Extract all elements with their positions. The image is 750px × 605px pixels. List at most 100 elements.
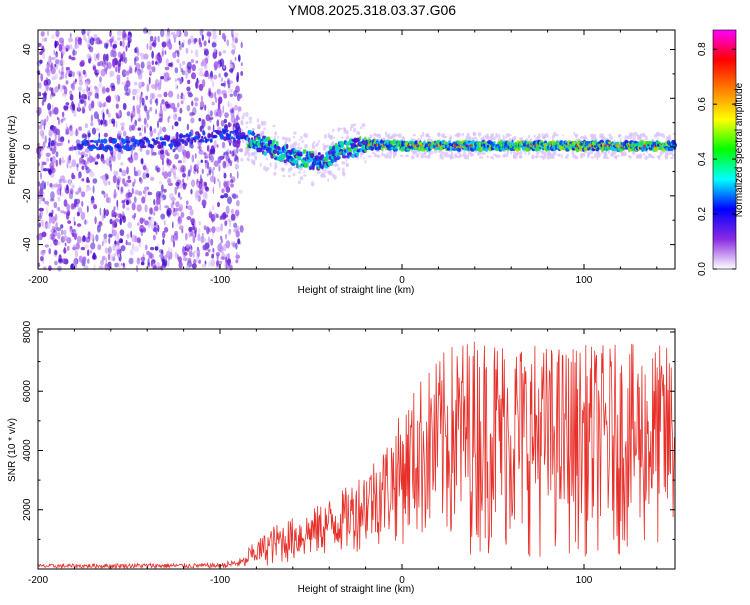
spectrogram-noise-blob xyxy=(149,92,154,100)
spectrogram-noise-blob xyxy=(44,200,49,205)
spectrogram-halo-blob xyxy=(549,156,553,159)
spectrogram-noise-blob xyxy=(230,176,236,183)
spectrogram-noise-blob xyxy=(117,152,122,161)
spectrogram-noise-blob xyxy=(236,75,239,83)
spectrogram-noise-blob xyxy=(204,191,208,200)
spectrogram-halo-blob xyxy=(410,150,415,153)
spectrogram-noise-blob xyxy=(204,104,207,111)
spectrogram-halo-blob xyxy=(297,171,302,174)
spectrogram-noise-blob xyxy=(111,209,116,218)
spectrogram-noise-blob xyxy=(190,117,195,124)
spectrogram-noise-blob xyxy=(113,194,117,199)
spectrogram-noise-blob xyxy=(133,166,136,173)
spectrogram-ytick-label: 20 xyxy=(22,92,33,104)
spectrogram-halo-blob xyxy=(634,131,638,137)
spectrogram-ridge-blob xyxy=(212,134,218,139)
spectrogram-noise-blob xyxy=(110,39,112,48)
spectrogram-halo-blob xyxy=(503,153,506,158)
spectrogram-noise-blob xyxy=(145,173,150,178)
spectrogram-noise-blob xyxy=(140,229,144,237)
spectrogram-noise-blob xyxy=(154,82,158,91)
spectrogram-ridge-blob xyxy=(502,147,505,152)
spectrogram-halo-blob xyxy=(502,134,505,139)
spectrogram-halo-blob xyxy=(582,152,586,157)
snr-xtick-label: -100 xyxy=(210,575,230,586)
spectrogram-noise-blob xyxy=(50,215,56,224)
spectrogram-halo-blob xyxy=(257,124,261,130)
spectrogram-noise-blob xyxy=(143,53,149,60)
spectrogram-noise-blob xyxy=(39,59,43,64)
spectrogram-ridge-blob xyxy=(168,143,174,148)
spectrogram-noise-blob xyxy=(182,155,186,164)
spectrogram-noise-blob xyxy=(191,72,196,80)
spectrogram-noise-blob xyxy=(86,85,89,93)
spectrogram-ridge-blob xyxy=(608,141,612,145)
spectrogram-noise-blob xyxy=(170,31,176,36)
spectrogram-noise-blob xyxy=(60,59,64,66)
spectrogram-halo-blob xyxy=(665,136,669,142)
spectrogram-halo-blob xyxy=(469,152,473,157)
spectrogram-noise-blob xyxy=(117,68,121,74)
colorbar-tick-label: 0.6 xyxy=(697,97,708,111)
spectrogram-noise-blob xyxy=(88,87,91,92)
spectrogram-noise-blob xyxy=(164,254,168,261)
spectrogram-halo-blob xyxy=(466,155,470,160)
spectrogram-noise-blob xyxy=(186,216,192,221)
spectrogram-noise-blob xyxy=(116,199,119,208)
spectrogram-noise-blob xyxy=(48,141,51,148)
spectrogram-noise-blob xyxy=(233,45,236,51)
spectrogram-noise-blob xyxy=(57,133,61,141)
spectrogram-noise-blob xyxy=(83,94,88,100)
spectrogram-noise-blob xyxy=(234,32,239,37)
spectrogram-noise-blob xyxy=(94,92,98,99)
spectrogram-ridge-blob xyxy=(276,156,280,161)
spectrogram-halo-blob xyxy=(486,155,489,159)
spectrogram-xtick-label: -200 xyxy=(28,275,48,286)
spectrogram-noise-blob xyxy=(126,111,131,117)
spectrogram-noise-blob xyxy=(92,252,96,260)
spectrogram-halo-blob xyxy=(462,152,467,155)
spectrogram-noise-blob xyxy=(91,157,96,162)
spectrogram-halo-blob xyxy=(289,144,293,150)
spectrogram-ytick-label: -20 xyxy=(22,188,33,203)
spectrogram-noise-blob xyxy=(145,167,149,175)
spectrogram-noise-blob xyxy=(146,111,150,118)
spectrogram-noise-blob xyxy=(88,152,91,157)
spectrogram-noise-blob xyxy=(89,171,95,178)
spectrogram-noise-blob xyxy=(133,126,137,132)
spectrogram-noise-blob xyxy=(119,217,122,226)
spectrogram-halo-blob xyxy=(512,153,515,159)
spectrogram-noise-blob xyxy=(200,190,203,197)
spectrogram-noise-blob xyxy=(178,261,183,269)
spectrogram-noise-blob xyxy=(40,219,44,227)
spectrogram-noise-blob xyxy=(103,208,106,216)
spectrogram-halo-blob xyxy=(322,147,327,151)
spectrogram-noise-blob xyxy=(76,163,79,168)
spectrogram-noise-blob xyxy=(237,238,241,245)
spectrogram-noise-blob xyxy=(221,141,226,148)
spectrogram-noise-blob xyxy=(172,113,178,121)
spectrogram-noise-blob xyxy=(81,106,86,114)
spectrogram-noise-blob xyxy=(145,109,150,114)
spectrogram-noise-blob xyxy=(145,149,150,156)
spectrogram-noise-blob xyxy=(69,32,72,38)
spectrogram-ridge-blob xyxy=(100,138,104,144)
spectrogram-noise-blob xyxy=(161,99,165,105)
spectrogram-noise-blob xyxy=(53,239,59,246)
spectrogram-noise-blob xyxy=(136,257,141,265)
spectrogram-noise-blob xyxy=(201,199,207,207)
spectrogram-ridge-blob xyxy=(346,154,350,159)
spectrogram-noise-blob xyxy=(148,207,154,215)
spectrogram-noise-blob xyxy=(149,216,155,223)
spectrogram-noise-blob xyxy=(69,188,74,195)
spectrogram-noise-blob xyxy=(82,88,86,94)
spectrogram-noise-blob xyxy=(84,219,87,225)
spectrogram-noise-blob xyxy=(198,259,202,264)
spectrogram-noise-blob xyxy=(206,226,210,235)
spectrogram-noise-blob xyxy=(175,132,178,140)
spectrogram-noise-blob xyxy=(98,132,101,139)
spectrogram-noise-blob xyxy=(100,259,105,266)
spectrogram-noise-blob xyxy=(215,213,219,219)
spectrogram-noise-blob xyxy=(120,245,126,252)
spectrogram-noise-blob xyxy=(229,103,233,110)
